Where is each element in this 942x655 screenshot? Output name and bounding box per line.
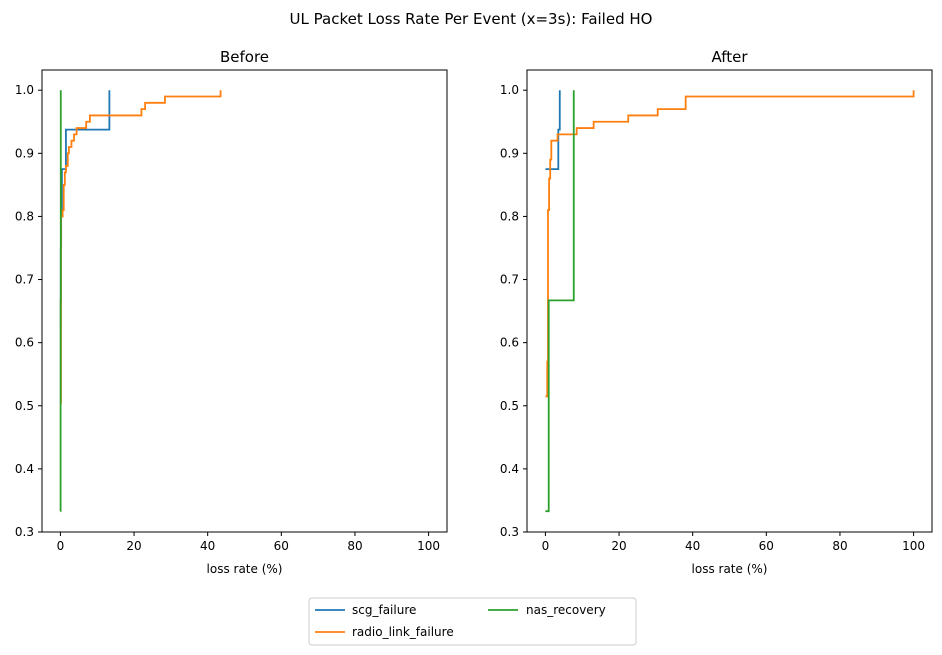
after-xlabel: loss rate (%)	[692, 562, 768, 576]
figure-suptitle: UL Packet Loss Rate Per Event (x=3s): Fa…	[290, 10, 653, 28]
before-ytick-label: 0.3	[15, 525, 34, 539]
after-xtick-label: 20	[611, 539, 626, 553]
before-xtick-label: 100	[417, 539, 440, 553]
axes-after: 0 20 40 60 80 100 0.3 0.4 0.5 0.6 0.7 0.8 0.9 1.0 Afte…	[500, 48, 933, 576]
after-ytick-label: 0.8	[500, 209, 519, 223]
before-xtick-label: 80	[347, 539, 362, 553]
after-xtick-label: 0	[542, 539, 550, 553]
after-title: After	[711, 48, 748, 66]
after-ytick-label: 0.6	[500, 336, 519, 350]
after-series-group	[545, 90, 915, 513]
before-ytick-label: 1.0	[15, 83, 34, 97]
axes-before: 0 20 40 60 80 100 0.3 0.4 0.5 0.6 0.7 0.8 0.9 1.0 Befo…	[15, 48, 448, 576]
before-xlabel: loss rate (%)	[207, 562, 283, 576]
legend-label-nas-recovery: nas_recovery	[526, 603, 606, 617]
after-ytick-label: 0.3	[500, 525, 519, 539]
before-ytick-label: 0.6	[15, 336, 34, 350]
after-series-scg-failure	[545, 90, 561, 170]
after-xtick-label: 80	[832, 539, 847, 553]
legend-label-scg-failure: scg_failure	[352, 603, 416, 617]
before-xtick-label: 20	[126, 539, 141, 553]
after-ytick-label: 1.0	[500, 83, 519, 97]
before-title: Before	[220, 48, 269, 66]
after-ytick-label: 0.4	[500, 462, 519, 476]
legend-frame	[308, 597, 637, 646]
before-xtick-label: 0	[57, 539, 65, 553]
after-ytick-label: 0.9	[500, 146, 519, 160]
after-frame	[526, 69, 933, 533]
before-ytick-label: 0.7	[15, 273, 34, 287]
before-xtick-label: 40	[200, 539, 215, 553]
after-xtick-label: 60	[759, 539, 774, 553]
before-ytick-label: 0.4	[15, 462, 34, 476]
before-ytick-label: 0.5	[15, 399, 34, 413]
before-series-radio-link-failure	[60, 90, 222, 404]
before-series-group	[59, 90, 222, 513]
before-ytick-label: 0.9	[15, 146, 34, 160]
legend: scg_failure radio_link_failure nas_recov…	[308, 597, 637, 646]
after-ytick-label: 0.5	[500, 399, 519, 413]
after-series-nas-recovery	[545, 90, 575, 513]
before-series-scg-failure	[59, 90, 111, 328]
before-ytick-label: 0.8	[15, 209, 34, 223]
after-xtick-label: 40	[685, 539, 700, 553]
after-xtick-label: 100	[902, 539, 925, 553]
before-frame	[41, 69, 448, 533]
after-series-radio-link-failure	[545, 90, 915, 398]
legend-label-radio-link-failure: radio_link_failure	[352, 625, 454, 639]
after-ytick-label: 0.7	[500, 273, 519, 287]
before-xtick-label: 60	[274, 539, 289, 553]
